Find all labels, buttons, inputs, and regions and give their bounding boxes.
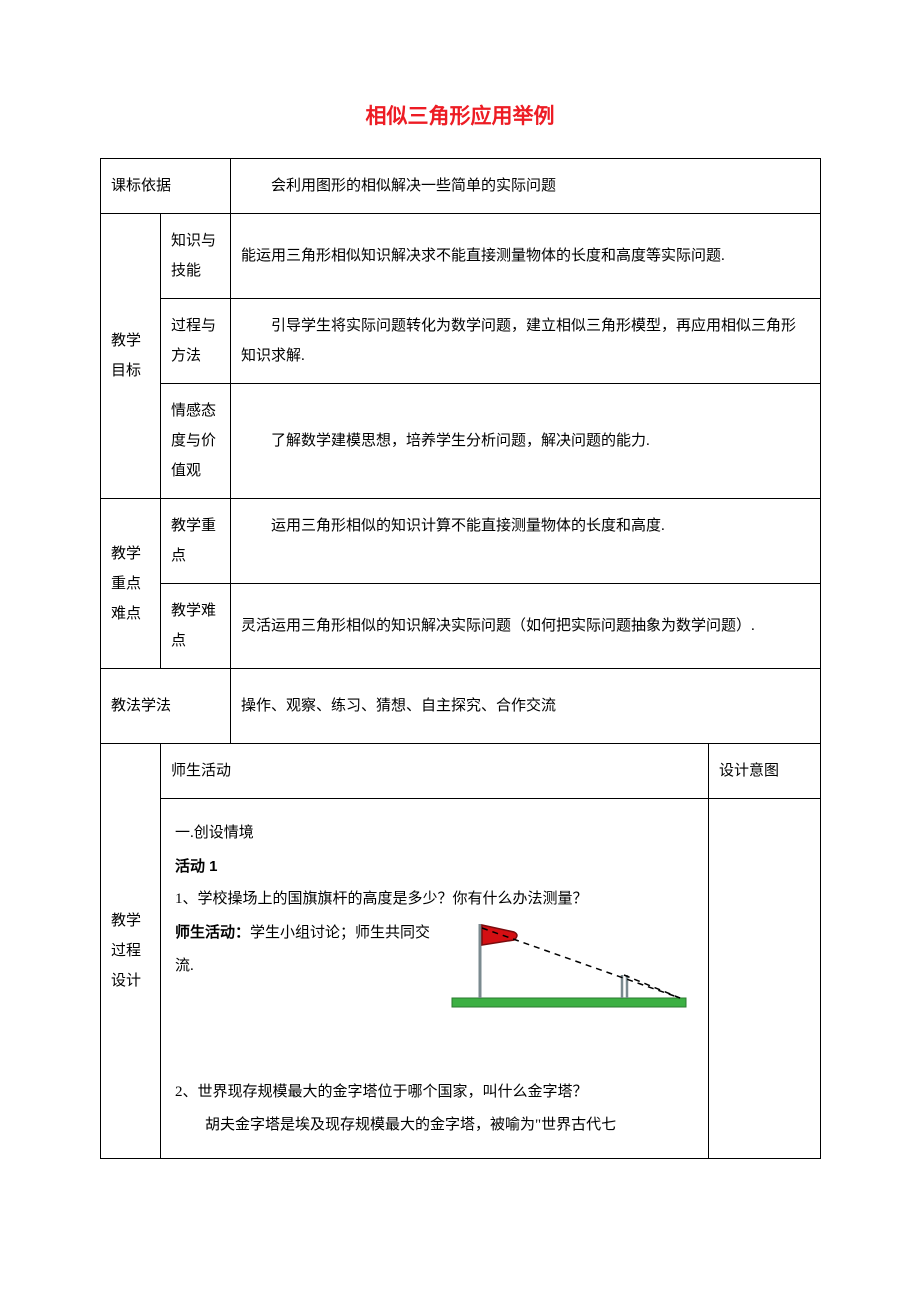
section-title: 一.创设情境 xyxy=(175,817,694,850)
sub-label-zsjj: 知识与技能 xyxy=(161,214,231,299)
cell-gcff-text: 引导学生将实际问题转化为数学问题，建立相似三角形模型，再应用相似三角形知识求解. xyxy=(231,299,821,384)
row-label-jxmb: 教学目标 xyxy=(101,214,161,499)
table-row: 教学难点 灵活运用三角形相似的知识解决实际问题（如何把实际问题抽象为数学问题）. xyxy=(101,584,821,669)
cell-nd-text: 灵活运用三角形相似的知识解决实际问题（如何把实际问题抽象为数学问题）. xyxy=(231,584,821,669)
sub-label-qgtd: 情感态度与价值观 xyxy=(161,384,231,499)
cell-intent-body xyxy=(709,799,821,1159)
sub-label-zd: 教学重点 xyxy=(161,499,231,584)
lesson-plan-table: 课标依据 会利用图形的相似解决一些简单的实际问题 教学目标 知识与技能 能运用三… xyxy=(100,158,821,1159)
shihuo-label: 师生活动： xyxy=(175,924,250,941)
row-label-zdnd: 教学重点难点 xyxy=(101,499,161,669)
table-row: 情感态度与价值观 了解数学建模思想，培养学生分析问题，解决问题的能力. xyxy=(101,384,821,499)
table-row: 教学目标 知识与技能 能运用三角形相似知识解决求不能直接测量物体的长度和高度等实… xyxy=(101,214,821,299)
question-1: 1、学校操场上的国旗旗杆的高度是多少？你有什么办法测量？ xyxy=(175,883,694,916)
header-activity: 师生活动 xyxy=(161,744,709,799)
flagpole-diagram xyxy=(444,920,694,1010)
cell-kbyj-text: 会利用图形的相似解决一些简单的实际问题 xyxy=(231,159,821,214)
row-label-process: 教学过程设计 xyxy=(101,744,161,1159)
header-intent: 设计意图 xyxy=(709,744,821,799)
cell-jfxf-text: 操作、观察、练习、猜想、自主探究、合作交流 xyxy=(231,669,821,744)
question-2-sub: 胡夫金字塔是埃及现存规模最大的金字塔，被喻为"世界古代七 xyxy=(175,1109,694,1142)
table-row: 一.创设情境 活动 1 1、学校操场上的国旗旗杆的高度是多少？你有什么办法测量？ xyxy=(101,799,821,1159)
cell-zsjj-text: 能运用三角形相似知识解决求不能直接测量物体的长度和高度等实际问题. xyxy=(231,214,821,299)
sub-label-nd: 教学难点 xyxy=(161,584,231,669)
cell-zd-text: 运用三角形相似的知识计算不能直接测量物体的长度和高度. xyxy=(231,499,821,584)
table-row: 课标依据 会利用图形的相似解决一些简单的实际问题 xyxy=(101,159,821,214)
table-row: 过程与方法 引导学生将实际问题转化为数学问题，建立相似三角形模型，再应用相似三角… xyxy=(101,299,821,384)
sub-label-gcff: 过程与方法 xyxy=(161,299,231,384)
row-label-jfxf: 教法学法 xyxy=(101,669,231,744)
question-2: 2、世界现存规模最大的金字塔位于哪个国家，叫什么金字塔？ xyxy=(175,1076,694,1109)
cell-activity-body: 一.创设情境 活动 1 1、学校操场上的国旗旗杆的高度是多少？你有什么办法测量？ xyxy=(161,799,709,1159)
cell-qgtd-text: 了解数学建模思想，培养学生分析问题，解决问题的能力. xyxy=(231,384,821,499)
activity-label: 活动 1 xyxy=(175,850,694,883)
table-row: 教学过程设计 师生活动 设计意图 xyxy=(101,744,821,799)
table-row: 教学重点难点 教学重点 运用三角形相似的知识计算不能直接测量物体的长度和高度. xyxy=(101,499,821,584)
page-title: 相似三角形应用举例 xyxy=(100,100,820,130)
table-row: 教法学法 操作、观察、练习、猜想、自主探究、合作交流 xyxy=(101,669,821,744)
row-label-kbyj: 课标依据 xyxy=(101,159,231,214)
kbyj-text: 会利用图形的相似解决一些简单的实际问题 xyxy=(241,171,810,201)
